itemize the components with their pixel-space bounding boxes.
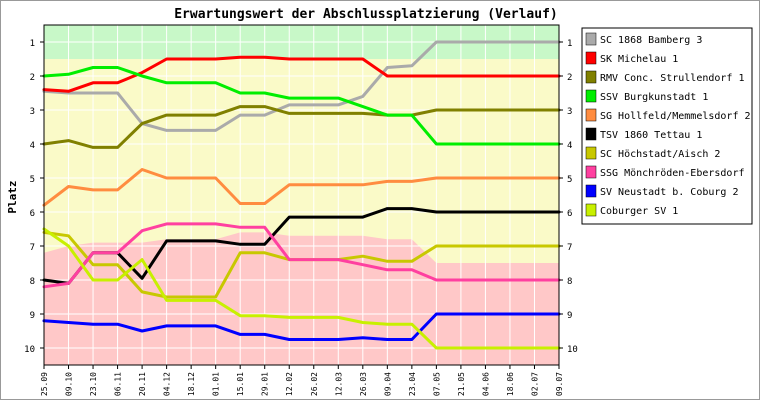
y-tick-label-right: 3 [567, 107, 572, 117]
y-tick-label-right: 9 [567, 311, 572, 321]
series-line [42, 168, 561, 207]
y-tick-label-right: 1 [567, 39, 572, 49]
y-tick-label-right: 6 [567, 209, 572, 219]
legend-box [581, 27, 753, 225]
x-tick-label: 09.10 [65, 372, 74, 396]
legend-label: SK Michelau 1 [600, 54, 678, 65]
x-tick-label: 04.06 [481, 372, 490, 396]
series-line [42, 227, 561, 350]
y-tick-label-left: 1 [30, 39, 35, 49]
legend-label: SSG Mönchröden-Ebersdorf [600, 168, 745, 179]
x-tick-label: 23.04 [408, 372, 417, 396]
legend-swatch [585, 70, 597, 84]
legend-swatch [585, 108, 597, 122]
y-tick-label-left: 10 [24, 345, 35, 355]
legend-label: SC 1868 Bamberg 3 [600, 35, 702, 46]
legend-swatch [585, 127, 597, 141]
series-line [42, 40, 561, 132]
x-tick-label: 26.02 [310, 372, 319, 396]
x-tick-label: 01.01 [212, 372, 221, 396]
legend-swatch [585, 165, 597, 179]
x-tick-label: 21.05 [457, 372, 466, 396]
legend-swatch [585, 32, 597, 46]
chart-title: Erwartungswert der Abschlussplatzierung … [174, 7, 558, 22]
background-zones [44, 25, 559, 365]
legend-label: SC Höchstadt/Aisch 2 [600, 149, 720, 160]
x-ticks: 25.09 09.10 23.10 06.11 20.11 04.12 18.12 01.01… [40, 365, 564, 396]
legend-label: TSV 1860 Tettau 1 [600, 130, 702, 141]
plot-border [43, 24, 560, 366]
series-line [42, 222, 561, 289]
legend-swatch [585, 146, 597, 160]
x-tick-label: 06.11 [114, 372, 123, 396]
legend-swatch [585, 51, 597, 65]
legend-label: SSV Burgkunstadt 1 [600, 92, 708, 103]
x-tick-label: 15.01 [236, 372, 245, 396]
x-tick-label: 07.05 [432, 372, 441, 396]
y-tick-label-right: 7 [567, 243, 572, 253]
legend: SC 1868 Bamberg 3 SK Michelau 1 RMV Conc. … [581, 27, 753, 225]
x-tick-label: 26.03 [359, 372, 368, 396]
y-tick-label-right: 8 [567, 277, 572, 287]
x-tick-label: 02.07 [530, 372, 539, 396]
legend-swatch [585, 203, 597, 217]
x-tick-label: 18.12 [187, 372, 196, 396]
series-line [42, 66, 561, 146]
zone-red [44, 232, 559, 365]
x-tick-label: 20.11 [138, 372, 147, 396]
y-ticks-left: 1 2 3 4 5 6 7 8 9 10 [24, 39, 44, 355]
x-tick-label: 25.09 [40, 372, 49, 396]
y-tick-label-right: 5 [567, 175, 572, 185]
x-tick-label: 12.03 [334, 372, 343, 396]
x-tick-label: 09.04 [383, 372, 392, 396]
series-line [42, 207, 561, 285]
y-tick-label-right: 2 [567, 73, 572, 83]
legend-swatch [585, 184, 597, 198]
legend-label: Coburger SV 1 [600, 206, 678, 217]
legend-label: SG Hollfeld/Memmelsdorf 2 [600, 111, 751, 122]
x-tick-label: 18.06 [506, 372, 515, 396]
y-tick-label-left: 2 [30, 73, 35, 83]
y-tick-label-left: 8 [30, 277, 35, 287]
series-lines [42, 40, 561, 350]
y-tick-label-right: 10 [567, 345, 578, 355]
y-ticks-right: 1 2 3 4 5 6 7 8 9 10 [559, 39, 578, 355]
x-tick-label: 23.10 [89, 372, 98, 396]
legend-label: SV Neustadt b. Coburg 2 [600, 187, 738, 198]
x-tick-label: 04.12 [163, 372, 172, 396]
y-tick-label-left: 9 [30, 311, 35, 321]
y-tick-label-left: 3 [30, 107, 35, 117]
legend-swatch [585, 89, 597, 103]
y-tick-label-right: 4 [567, 141, 572, 151]
legend-label: RMV Conc. Strullendorf 1 [600, 73, 745, 84]
series-line [42, 312, 561, 341]
x-tick-label: 12.02 [285, 372, 294, 396]
series-line [42, 105, 561, 149]
y-tick-label-left: 6 [30, 209, 35, 219]
x-tick-label: 09.07 [555, 372, 564, 396]
y-tick-label-left: 7 [30, 243, 35, 253]
x-tick-label: 29.01 [261, 372, 270, 396]
y-tick-label-left: 5 [30, 175, 35, 185]
y-tick-label-left: 4 [30, 141, 35, 151]
y-axis-label: Platz [6, 180, 19, 213]
series-line [42, 55, 561, 93]
